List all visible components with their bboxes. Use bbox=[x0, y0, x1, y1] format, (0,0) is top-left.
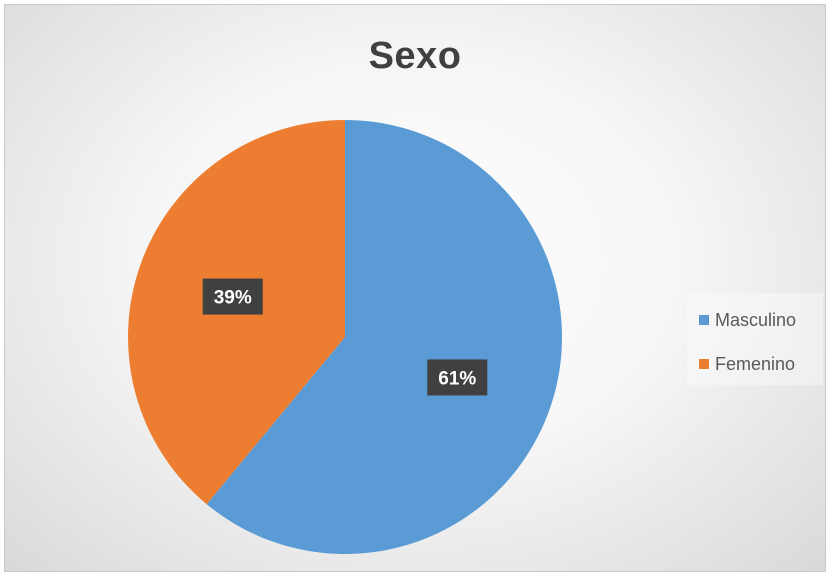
data-label-text: 39% bbox=[214, 288, 252, 309]
legend-label-femenino: Femenino bbox=[715, 353, 796, 374]
legend-item-femenino: Femenino bbox=[687, 349, 823, 379]
chart-area: Sexo 61% 39% Masculino Femenino bbox=[4, 4, 826, 572]
legend-swatch-masculino bbox=[699, 315, 709, 325]
legend-swatch-femenino bbox=[699, 359, 709, 369]
data-label-box bbox=[202, 278, 263, 315]
chart-title: Sexo bbox=[368, 35, 462, 77]
pie-slice-masculino bbox=[206, 120, 562, 554]
legend: Masculino Femenino bbox=[687, 293, 823, 385]
legend-label-masculino: Masculino bbox=[715, 309, 797, 330]
data-label-box bbox=[427, 359, 488, 396]
data-label-femenino: 39% bbox=[202, 278, 263, 315]
data-label-text: 61% bbox=[438, 368, 476, 389]
pie-chart: 61% 39% bbox=[128, 120, 562, 554]
data-label-masculino: 61% bbox=[427, 359, 488, 396]
legend-item-masculino: Masculino bbox=[687, 305, 823, 335]
